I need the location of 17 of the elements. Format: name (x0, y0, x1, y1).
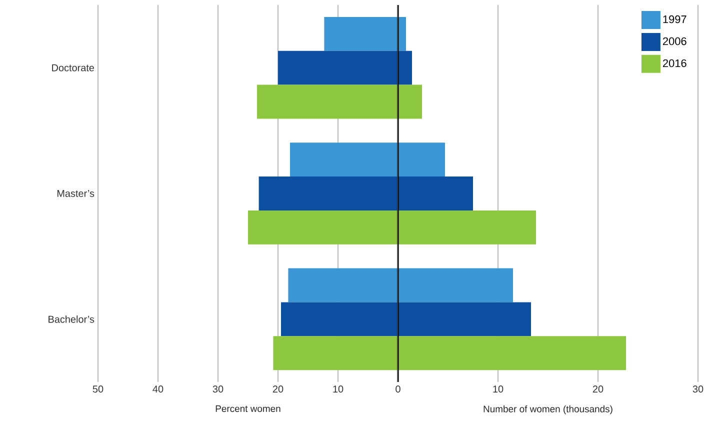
x-tick-label: 50 (92, 386, 104, 393)
x-tick-label: 10 (333, 386, 344, 393)
y-tick-label: Bachelor’s (48, 316, 94, 323)
x-axis-title: Number of women (thousands) (484, 405, 612, 414)
x-tick-label: 0 (396, 386, 400, 393)
x-tick-label: 20 (592, 386, 604, 393)
x-tick-label: 10 (493, 386, 504, 393)
legend-label: 2006 (662, 37, 686, 46)
y-tick-label: Doctorate (52, 64, 94, 72)
legend-label: 2016 (662, 59, 686, 68)
x-tick-label: 40 (152, 386, 164, 393)
x-tick-label: 30 (212, 386, 224, 393)
y-tick-label: Master’s (57, 190, 94, 197)
x-tick-label: 30 (692, 386, 704, 393)
x-axis-title: Percent women (216, 405, 280, 412)
x-tick-label: 20 (272, 386, 284, 393)
legend-label: 1997 (663, 15, 686, 24)
